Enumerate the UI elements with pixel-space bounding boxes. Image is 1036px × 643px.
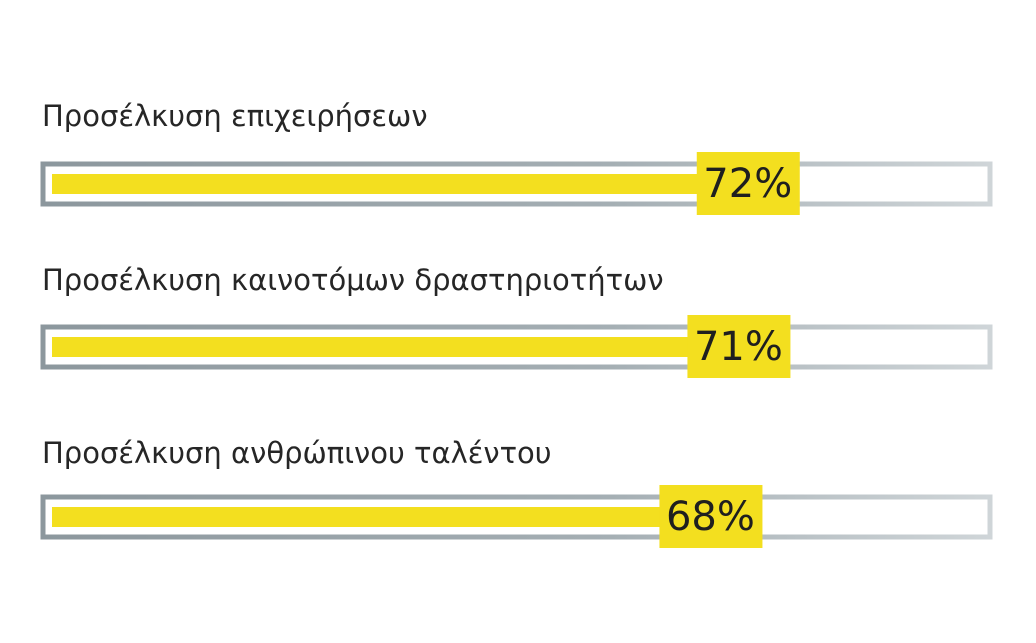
value-label: 72% bbox=[703, 161, 792, 207]
category-label: Προσέλκυση ανθρώπινου ταλέντου bbox=[42, 436, 552, 470]
bar bbox=[52, 337, 715, 357]
value-label: 71% bbox=[694, 324, 783, 370]
category-label: Προσέλκυση επιχειρήσεων bbox=[42, 99, 428, 133]
value-label: 68% bbox=[666, 494, 755, 540]
value-box bbox=[687, 315, 791, 378]
value-box bbox=[696, 152, 800, 215]
bar bbox=[52, 174, 724, 194]
category-label: Προσέλκυση καινοτόμων δραστηριοτήτων bbox=[42, 263, 664, 297]
value-box bbox=[659, 485, 763, 548]
bar bbox=[52, 507, 687, 527]
